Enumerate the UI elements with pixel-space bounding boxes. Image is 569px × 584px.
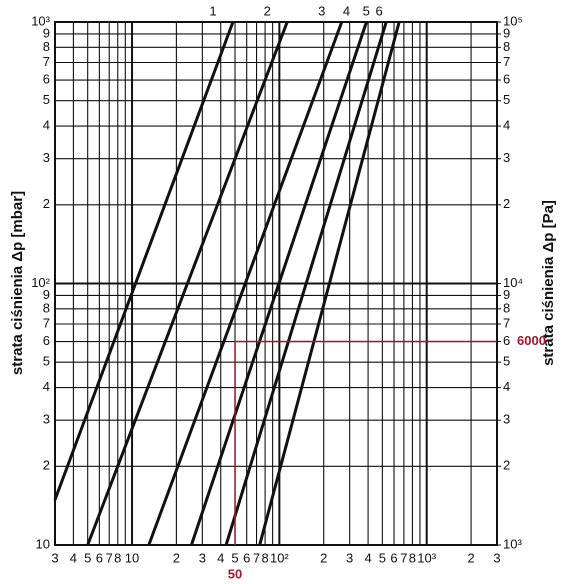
y-tick-label: 4 — [43, 117, 50, 132]
series-label: 2 — [264, 3, 271, 18]
x-tick-label: 7 — [106, 550, 113, 565]
y2-tick-label: 9 — [503, 25, 510, 40]
y-tick-label: 7 — [43, 54, 50, 69]
x-tick-label: 5 — [84, 550, 91, 565]
y-tick-label: 4 — [43, 379, 50, 394]
x-tick-label: 7 — [400, 550, 407, 565]
y-tick-label: 5 — [43, 92, 50, 107]
x-tick-label: 10² — [270, 550, 289, 565]
y2-tick-label: 5 — [503, 354, 510, 369]
y2-tick-label: 7 — [503, 315, 510, 330]
y-tick-label: 9 — [43, 287, 50, 302]
y2-tick-label: 9 — [503, 287, 510, 302]
y-tick-label: 9 — [43, 25, 50, 40]
x-tick-label: 4 — [217, 550, 224, 565]
x-tick-label: 3 — [493, 550, 500, 565]
x-tick-label: 4 — [364, 550, 371, 565]
y-tick-label: 3 — [43, 150, 50, 165]
x-tick-label: 2 — [173, 550, 180, 565]
y-tick-label: 8 — [43, 39, 50, 54]
y2-tick-label: 7 — [503, 54, 510, 69]
y2-tick-label: 6 — [503, 71, 510, 86]
x-tick-label: 3 — [199, 550, 206, 565]
y-tick-label: 2 — [43, 196, 50, 211]
series-label: 3 — [318, 3, 325, 18]
x-tick-label: 2 — [467, 550, 474, 565]
y2-tick-label: 2 — [503, 458, 510, 473]
example-y-label: 6000 — [517, 333, 546, 348]
y2-tick-label: 10⁴ — [503, 275, 523, 290]
y-tick-label: 5 — [43, 354, 50, 369]
y2-tick-label: 2 — [503, 196, 510, 211]
x-tick-label: 8 — [261, 550, 268, 565]
y-tick-label: 7 — [43, 315, 50, 330]
y-tick-label: 6 — [43, 333, 50, 348]
series-label: 1 — [209, 3, 216, 18]
example-x-label: 50 — [228, 566, 242, 581]
series-line — [86, 21, 289, 546]
x-tick-label: 6 — [96, 550, 103, 565]
plot-frame — [54, 21, 498, 546]
series-line — [190, 21, 368, 546]
x-tick-label: 5 — [231, 550, 238, 565]
y2-tick-label: 4 — [503, 379, 510, 394]
y-tick-label: 8 — [43, 300, 50, 315]
x-tick-label: 10³ — [417, 550, 436, 565]
series-line — [53, 21, 235, 501]
x-tick-label: 7 — [253, 550, 260, 565]
y-tick-label: 10 — [36, 536, 50, 551]
y-axis-title: strata ciśnienia Δp [mbar] — [9, 191, 26, 375]
series-line — [147, 21, 344, 546]
x-tick-label: 2 — [320, 550, 327, 565]
series-label: 5 — [363, 3, 370, 18]
y2-tick-label: 8 — [503, 39, 510, 54]
y-tick-label: 2 — [43, 458, 50, 473]
y2-tick-label: 4 — [503, 117, 510, 132]
x-tick-label: 8 — [409, 550, 416, 565]
y2-tick-label: 6 — [503, 333, 510, 348]
y2-tick-label: 10³ — [503, 536, 522, 551]
x-tick-label: 6 — [390, 550, 397, 565]
y2-tick-label: 10⁵ — [503, 13, 523, 28]
series-line — [258, 21, 401, 546]
y2-axis-title: strata ciśnienia Δp [Pa] — [540, 200, 557, 366]
series-line — [224, 21, 388, 546]
y2-tick-label: 8 — [503, 300, 510, 315]
x-tick-label: 10 — [125, 550, 139, 565]
y-tick-label: 10² — [31, 275, 50, 290]
x-tick-label: 6 — [243, 550, 250, 565]
x-tick-label: 8 — [114, 550, 121, 565]
example-line — [234, 340, 497, 545]
x-tick-label: 4 — [70, 550, 77, 565]
x-tick-label: 5 — [379, 550, 386, 565]
y2-tick-label: 5 — [503, 92, 510, 107]
series-label: 4 — [343, 3, 350, 18]
y2-tick-label: 3 — [503, 150, 510, 165]
y-tick-label: 3 — [43, 412, 50, 427]
y-tick-label: 10³ — [31, 13, 50, 28]
x-tick-label: 3 — [346, 550, 353, 565]
y2-tick-label: 3 — [503, 412, 510, 427]
series-label: 6 — [376, 3, 383, 18]
y-tick-label: 6 — [43, 71, 50, 86]
x-tick-label: 3 — [51, 550, 58, 565]
